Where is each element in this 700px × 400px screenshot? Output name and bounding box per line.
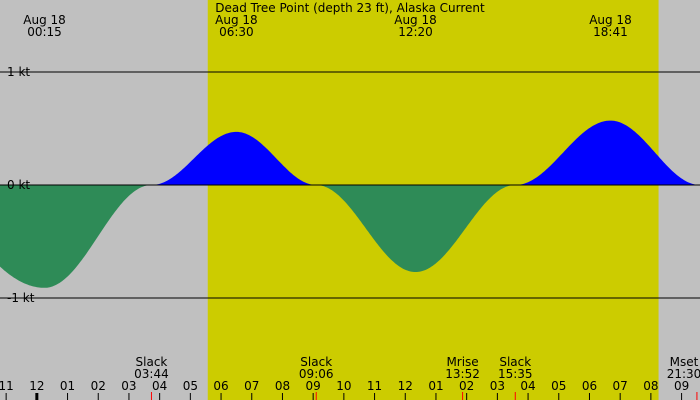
event-time-label: 13:52: [445, 367, 480, 381]
y-tick-label: -1 kt: [7, 291, 35, 305]
hour-tick-label: 11: [367, 379, 382, 393]
hour-tick-label: 11: [0, 379, 14, 393]
chart-title: Dead Tree Point (depth 23 ft), Alaska Cu…: [215, 1, 485, 15]
extreme-date-label: Aug 18: [23, 13, 66, 27]
hour-tick-label: 03: [490, 379, 505, 393]
event-name-label: Slack: [300, 355, 332, 369]
y-tick-label: 1 kt: [7, 65, 30, 79]
hour-tick-label: 01: [60, 379, 75, 393]
hour-tick-label: 12: [398, 379, 413, 393]
hour-tick-label: 10: [336, 379, 351, 393]
event-time-label: 09:06: [299, 367, 334, 381]
extreme-time-label: 06:30: [219, 25, 254, 39]
extreme-date-label: Aug 18: [589, 13, 632, 27]
hour-tick-label: 09: [674, 379, 689, 393]
flood-area: [152, 131, 317, 185]
event-time-label: 15:35: [498, 367, 533, 381]
hour-axis: 11 12 01 02 03 04 05 06 07 08 09 10 11 12 01 02 03 04 05 06…: [0, 379, 689, 400]
event-time-label: 03:44: [134, 367, 169, 381]
event-name-label: Mrise: [446, 355, 478, 369]
hour-tick-label: 07: [244, 379, 259, 393]
hour-tick-label: 07: [613, 379, 628, 393]
extreme-time-label: 18:41: [593, 25, 628, 39]
hour-tick-label: 03: [121, 379, 136, 393]
extreme-date-label: Aug 18: [394, 13, 437, 27]
hour-tick-label: 02: [459, 379, 474, 393]
hour-tick-label: 08: [275, 379, 290, 393]
extreme-date-label: Aug 18: [215, 13, 258, 27]
y-tick-labels: 1 kt 0 kt -1 kt: [7, 65, 35, 305]
flood-area: [516, 120, 700, 185]
event-labels: Slack03:44Slack09:06Mrise13:52Slack15:35…: [134, 355, 700, 400]
event-time-label: 21:30: [667, 367, 700, 381]
event-name-label: Slack: [499, 355, 531, 369]
event-name-label: Mset: [670, 355, 699, 369]
hour-tick-label: 02: [91, 379, 106, 393]
ebb-area: [317, 185, 516, 272]
event-name-label: Slack: [136, 355, 168, 369]
hour-tick-label: 04: [520, 379, 535, 393]
y-tick-label: 0 kt: [7, 178, 30, 192]
hour-tick-label: 06: [213, 379, 228, 393]
hour-tick-label: 08: [643, 379, 658, 393]
extreme-time-label: 00:15: [27, 25, 62, 39]
hour-tick-label: 05: [183, 379, 198, 393]
hour-tick-label: 06: [582, 379, 597, 393]
speed-gridlines: [0, 71, 700, 299]
current-area-layer: [0, 120, 700, 288]
hour-tick-label: 12: [29, 379, 44, 393]
hour-tick-label: 04: [152, 379, 167, 393]
ebb-area: [0, 185, 152, 288]
hour-tick-label: 01: [428, 379, 443, 393]
extreme-time-label: 12:20: [398, 25, 433, 39]
hour-tick-label: 05: [551, 379, 566, 393]
hour-tick-label: 09: [306, 379, 321, 393]
